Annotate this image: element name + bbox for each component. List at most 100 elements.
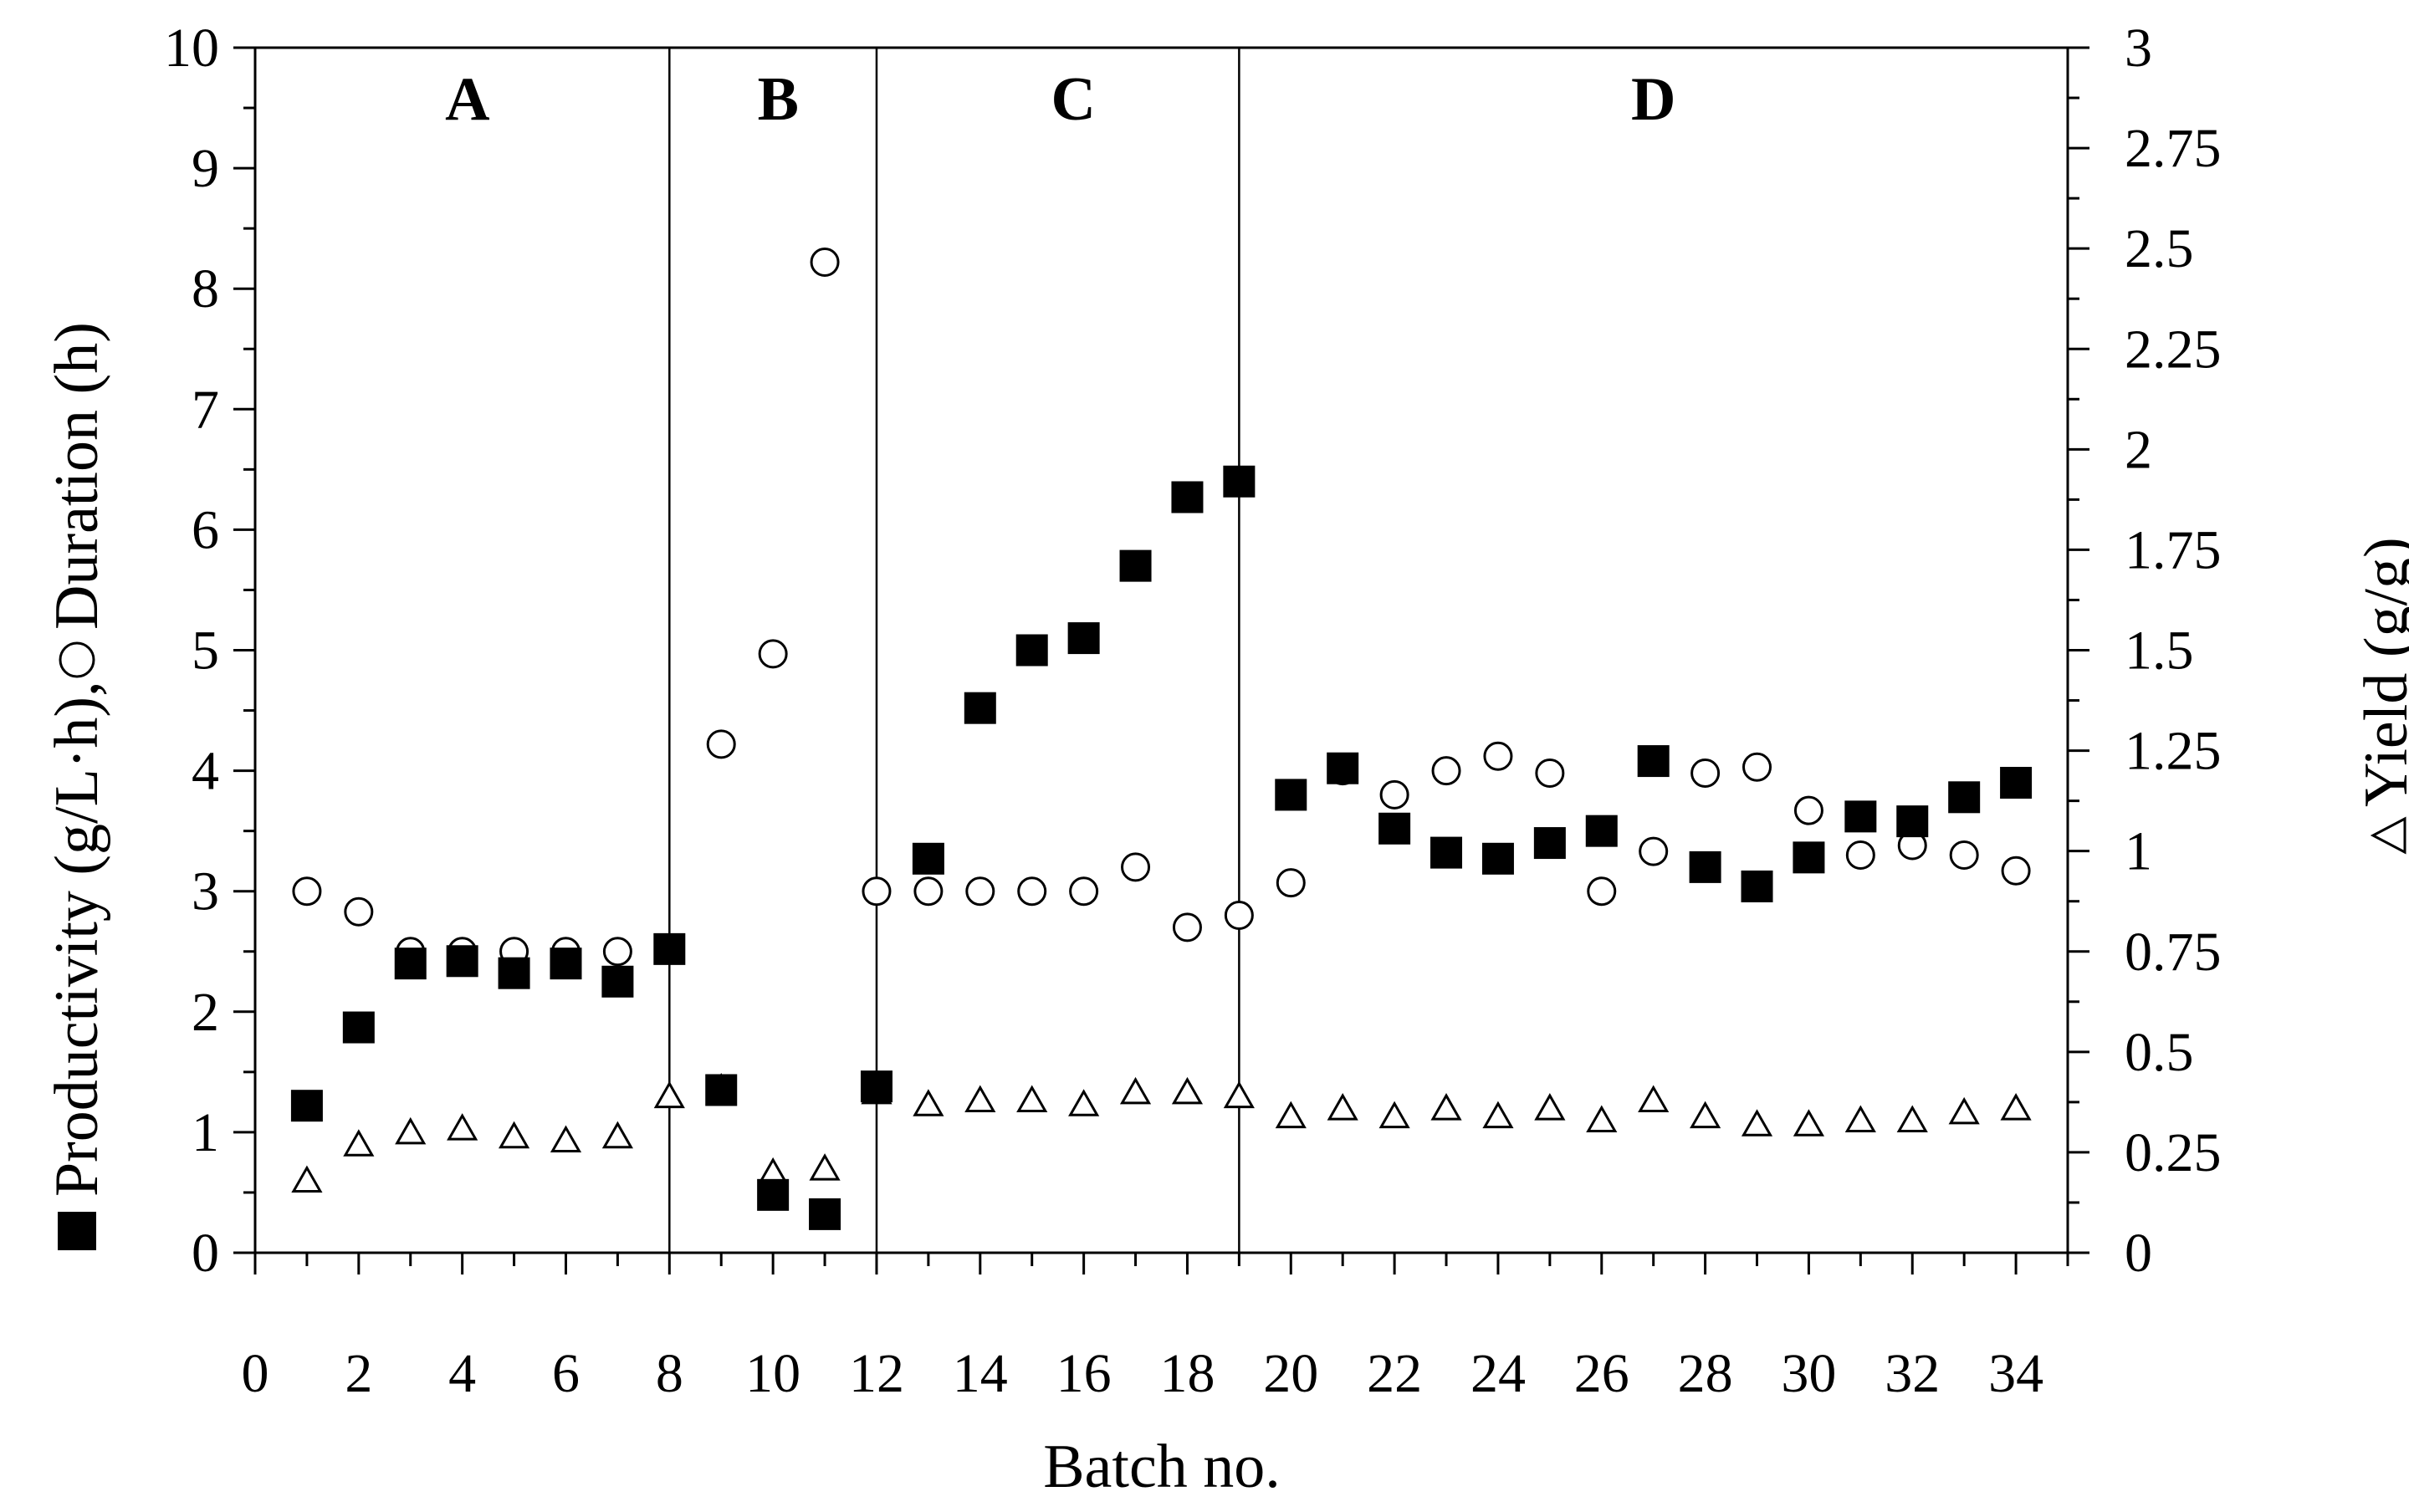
x-tick-label: 24: [1470, 1343, 1526, 1404]
right-y-tick-label: 1.5: [2125, 621, 2194, 682]
productivity-point: [757, 1178, 790, 1211]
productivity-point: [705, 1074, 738, 1106]
duration-point: [1069, 876, 1099, 907]
duration-point: [758, 639, 788, 669]
duration-point: [1639, 836, 1669, 866]
productivity-point: [860, 1070, 893, 1103]
duration-point: [913, 876, 944, 907]
productivity-point: [1430, 836, 1463, 869]
duration-point: [1483, 741, 1513, 771]
productivity-point: [1015, 634, 1048, 667]
yield-point: [447, 1113, 478, 1141]
right-y-tick-label: 3: [2125, 18, 2152, 79]
duration-point: [1224, 901, 1254, 931]
right-y-axis-title-text: Yield (g/g): [2352, 537, 2409, 807]
right-y-tick-label: 0: [2125, 1223, 2152, 1284]
productivity-point: [1533, 827, 1566, 860]
yield-point: [1430, 1093, 1462, 1121]
yield-point: [601, 1121, 633, 1149]
productivity-legend-square: [58, 1212, 96, 1250]
yield-point: [1378, 1101, 1410, 1129]
yield-point: [1638, 1085, 1670, 1112]
productivity-point: [1378, 812, 1411, 845]
yield-series: [291, 1073, 2032, 1193]
right-y-tick-label: 0.25: [2125, 1122, 2222, 1183]
duration-point: [862, 876, 892, 907]
duration-point: [810, 247, 840, 277]
left-y-tick-label: 7: [192, 379, 219, 440]
yield-point: [653, 1080, 685, 1109]
productivity-point: [290, 1090, 323, 1122]
productivity-point: [498, 957, 530, 989]
duration-point: [1535, 758, 1565, 788]
x-tick-label: 20: [1263, 1343, 1318, 1404]
duration-point: [1690, 758, 1721, 788]
left-y-axis-title-part2: Duration (h): [43, 322, 111, 630]
yield-point: [1327, 1093, 1358, 1121]
duration-point: [292, 876, 322, 907]
duration-point: [1172, 912, 1202, 942]
productivity-point: [1481, 842, 1514, 875]
productivity-point: [1067, 622, 1100, 655]
x-axis-ticks: 0 2 4 6 8 10 12 14 16 18 20 22 24 26 28 30 32 34: [242, 1253, 2069, 1404]
right-y-tick-label: 0.5: [2125, 1022, 2194, 1083]
duration-point: [2001, 856, 2031, 886]
right-y-tick-label: 2.25: [2125, 319, 2222, 380]
yield-point: [1690, 1101, 1721, 1129]
productivity-point: [1844, 800, 1877, 833]
productivity-point: [1171, 481, 1204, 513]
x-tick-label: 30: [1781, 1343, 1836, 1404]
x-tick-label: 32: [1885, 1343, 1940, 1404]
productivity-point: [1585, 815, 1618, 847]
left-y-tick-label: 5: [192, 621, 219, 682]
productivity-point: [1896, 805, 1929, 838]
yield-point: [1896, 1105, 1928, 1132]
yield-point: [343, 1129, 375, 1157]
duration-point: [706, 729, 736, 759]
section-label-d: D: [1631, 65, 1675, 134]
duration-series: [292, 247, 2031, 967]
duration-point: [1793, 795, 1823, 825]
right-y-tick-label: 1: [2125, 821, 2152, 882]
right-y-tick-label: 2: [2125, 419, 2152, 480]
section-label-c: C: [1051, 65, 1096, 134]
left-y-tick-label: 3: [192, 861, 219, 922]
productivity-point: [1327, 752, 1359, 784]
x-tick-label: 2: [345, 1343, 372, 1404]
productivity-point: [1223, 465, 1256, 498]
x-tick-label: 26: [1574, 1343, 1629, 1404]
duration-point: [1276, 868, 1306, 898]
productivity-point: [601, 965, 634, 998]
right-y-tick-label: 1.75: [2125, 519, 2222, 580]
left-y-tick-label: 6: [192, 499, 219, 560]
left-y-tick-label: 8: [192, 258, 219, 319]
productivity-point: [1637, 745, 1670, 778]
duration-point: [344, 896, 374, 927]
duration-point: [1845, 840, 1875, 870]
x-tick-label: 14: [953, 1343, 1008, 1404]
x-tick-label: 0: [242, 1343, 269, 1404]
productivity-point: [1793, 841, 1825, 874]
yield-point: [498, 1121, 530, 1149]
yield-point: [1844, 1105, 1876, 1132]
yield-point: [291, 1165, 323, 1193]
left-y-axis-title-part1: Productivity (g/L·h),: [43, 681, 111, 1197]
section-label-a: A: [445, 65, 489, 134]
yield-point: [1068, 1089, 1100, 1116]
yield-point: [964, 1085, 996, 1112]
productivity-point: [342, 1011, 375, 1044]
yield-point: [1223, 1080, 1255, 1109]
left-y-axis-title: Productivity (g/L·h), Duration (h): [43, 322, 111, 1250]
yield-point: [1016, 1085, 1048, 1112]
x-tick-label: 28: [1678, 1343, 1733, 1404]
productivity-point: [964, 692, 996, 724]
x-tick-label: 16: [1056, 1343, 1112, 1404]
right-y-tick-label: 2.75: [2125, 118, 2222, 179]
duration-legend-circle: [59, 641, 95, 678]
duration-point: [1431, 756, 1461, 786]
duration-point: [1121, 852, 1151, 882]
productivity-point: [394, 948, 427, 980]
yield-point: [1586, 1105, 1618, 1132]
yield-point: [1948, 1096, 1980, 1125]
yield-point: [1482, 1101, 1514, 1129]
